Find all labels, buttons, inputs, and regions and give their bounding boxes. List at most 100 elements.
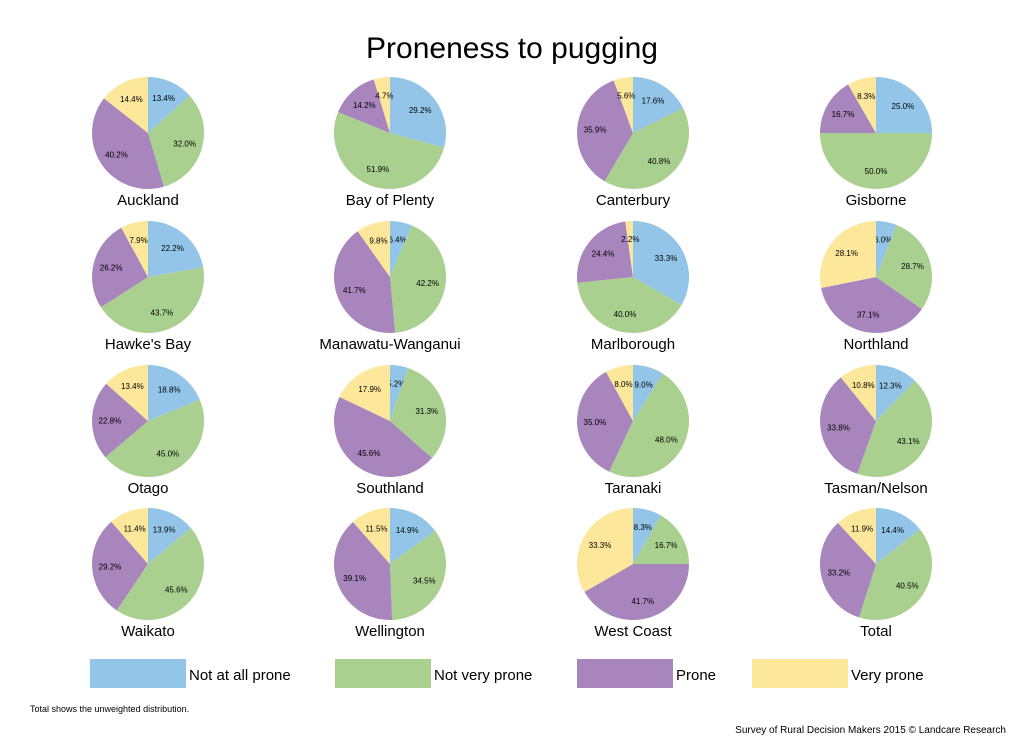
- pie-slice-not-very-prone: [334, 112, 445, 189]
- slice-label: 41.7%: [343, 286, 366, 295]
- pie-bay-of-plenty: 29.2% 51.9% 14.2%4.7% Bay of Plenty: [334, 77, 446, 209]
- slice-label: 8.3%: [634, 523, 652, 532]
- region-label: Bay of Plenty: [346, 192, 435, 209]
- pie-slice-not-at-all-prone: [148, 365, 200, 421]
- region-label: Gisborne: [846, 192, 907, 209]
- pie-slice-prone: [576, 80, 633, 182]
- pie-slice-prone: [92, 98, 164, 190]
- pie-slice-very-prone: [106, 365, 148, 421]
- slice-label: 12.3%: [879, 382, 902, 391]
- pie-slice-not-at-all-prone: [390, 77, 446, 148]
- legend-item-not-at-all-prone: Not at all prone: [90, 659, 291, 688]
- slice-label: 11.9%: [851, 525, 873, 534]
- pie-slice-very-prone: [625, 221, 633, 277]
- slice-label: 7.9%: [129, 236, 147, 245]
- slice-label: 37.1%: [857, 310, 880, 319]
- pie-slice-prone: [820, 377, 876, 474]
- pie-slice-prone: [584, 564, 689, 621]
- pie-slice-not-at-all-prone: [633, 77, 684, 133]
- pie-slice-not-at-all-prone: [876, 365, 916, 421]
- pie-slice-prone: [819, 522, 876, 618]
- slice-label: 42.2%: [416, 279, 439, 288]
- pie-slice-not-at-all-prone: [633, 365, 664, 421]
- pie-slice-not-very-prone: [100, 267, 205, 333]
- pie-slice-not-at-all-prone: [148, 221, 204, 277]
- pie-slice-very-prone: [820, 221, 876, 288]
- pie-slice-not-very-prone: [390, 530, 447, 620]
- slice-label: 14.2%: [353, 101, 376, 110]
- region-label: Auckland: [117, 192, 179, 209]
- slice-label: 8.0%: [614, 380, 632, 389]
- slice-label: 45.0%: [156, 450, 179, 459]
- slice-label: 6.4%: [388, 236, 406, 245]
- pie-marlborough: 33.3% 40.0% 24.4% 2.2% Marlborough: [576, 221, 690, 353]
- slice-label: 40.5%: [896, 582, 919, 591]
- slice-label: 26.2%: [100, 264, 123, 273]
- pie-slice-very-prone: [357, 221, 390, 277]
- pie-slice-not-very-prone: [857, 380, 933, 478]
- slice-label: 45.6%: [358, 449, 381, 458]
- legend-label: Not at all prone: [189, 667, 291, 684]
- pie-manawatu-wanganui: 6.4% 42.2% 41.7% 9.8% Manawatu-Wanganui: [319, 221, 461, 353]
- slice-label: 34.5%: [413, 577, 436, 586]
- slice-label: 6.0%: [874, 236, 892, 245]
- slice-label: 25.0%: [892, 102, 915, 111]
- pie-slice-not-very-prone: [577, 277, 682, 334]
- region-label: Tasman/Nelson: [824, 480, 927, 497]
- pie-gisborne: 25.0% 50.0% 16.7%8.3% Gisborne: [820, 77, 932, 209]
- region-label: West Coast: [594, 623, 672, 640]
- slice-label: 40.8%: [648, 157, 671, 166]
- legend: Not at all prone Not very prone Prone Very …: [90, 659, 924, 688]
- pie-slice-prone: [577, 371, 633, 472]
- legend-swatch: [577, 659, 673, 688]
- slice-label: 29.2%: [409, 106, 432, 115]
- legend-item-not-very-prone: Not very prone: [335, 659, 532, 688]
- region-label: Taranaki: [605, 480, 662, 497]
- slice-label: 2.2%: [621, 235, 639, 244]
- slice-label: 39.1%: [343, 574, 366, 583]
- pie-auckland: 13.4% 32.0% 40.2% 14.4% Auckland: [92, 77, 205, 209]
- slice-label: 50.0%: [865, 167, 888, 176]
- pie-waikato: 13.9% 45.6% 29.2% 11.4% Waikato: [92, 508, 204, 640]
- slice-label: 13.4%: [152, 94, 175, 103]
- slice-label: 29.2%: [99, 562, 122, 571]
- slice-label: 17.9%: [358, 385, 381, 394]
- pie-slice-not-at-all-prone: [390, 365, 408, 421]
- pie-west-coast: 8.3%16.7% 41.7% 33.3% West Coast: [576, 507, 689, 640]
- footnote: Total shows the unweighted distribution.: [30, 704, 189, 714]
- pie-slice-prone: [334, 231, 396, 334]
- pie-slice-not-very-prone: [604, 107, 689, 190]
- region-label: Southland: [356, 480, 424, 497]
- pie-slice-not-very-prone: [820, 133, 932, 189]
- pie-slice-very-prone: [103, 77, 148, 133]
- pie-slice-prone: [92, 227, 148, 308]
- legend-label: Not very prone: [434, 667, 532, 684]
- pie-slice-prone: [821, 277, 922, 334]
- legend-item-very-prone: Very prone: [752, 659, 924, 688]
- pie-slice-prone: [820, 84, 876, 133]
- pie-slice-not-very-prone: [105, 399, 205, 478]
- slice-label: 16.7%: [832, 110, 855, 119]
- pie-total: 14.4% 40.5% 33.2% 11.9% Total: [819, 508, 933, 640]
- slice-label: 45.6%: [165, 586, 188, 595]
- pie-slice-not-at-all-prone: [876, 508, 921, 564]
- pie-slice-not-very-prone: [609, 373, 689, 477]
- legend-swatch: [752, 659, 848, 688]
- pie-slice-very-prone: [352, 508, 390, 564]
- slice-label: 31.3%: [415, 407, 438, 416]
- pie-slice-prone: [333, 396, 433, 478]
- slice-label: 43.1%: [897, 437, 920, 446]
- pie-slice-not-at-all-prone: [633, 221, 690, 305]
- pie-slice-very-prone: [373, 77, 390, 133]
- pie-slice-very-prone: [339, 365, 390, 421]
- pie-northland: 6.0% 28.7% 37.1% 28.1% Northland: [820, 221, 933, 353]
- pie-slice-not-very-prone: [116, 528, 204, 620]
- slice-label: 5.2%: [387, 379, 405, 388]
- pie-slice-prone: [333, 521, 393, 620]
- legend-item-prone: Prone: [577, 659, 716, 688]
- slice-label: 14.9%: [396, 526, 419, 535]
- region-label: Waikato: [121, 623, 175, 640]
- slice-label: 33.3%: [655, 254, 678, 263]
- legend-swatch: [90, 659, 186, 688]
- slice-label: 33.2%: [827, 568, 850, 577]
